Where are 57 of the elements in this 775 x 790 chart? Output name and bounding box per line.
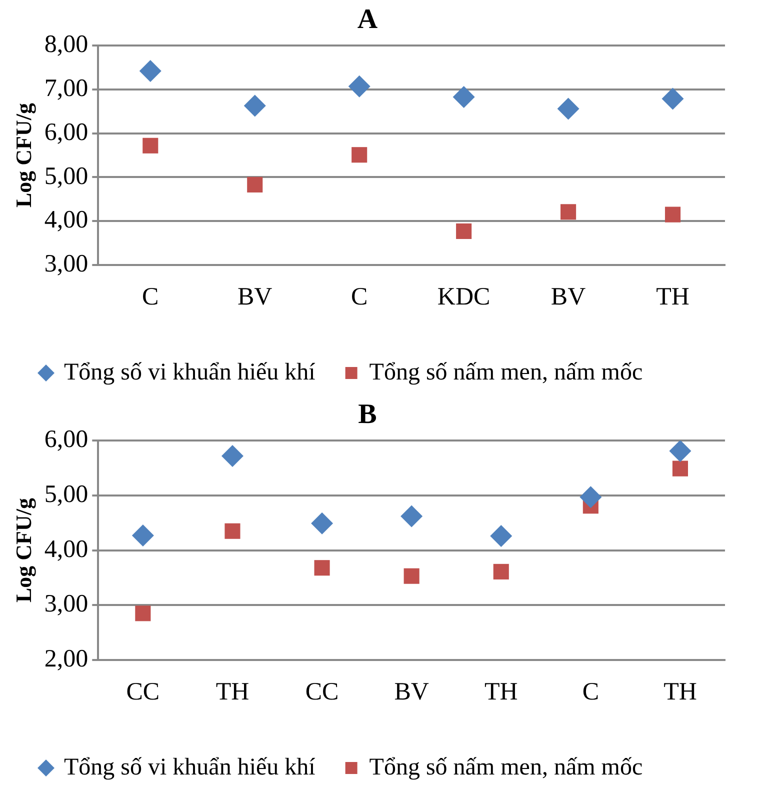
y-tick-label: 7,00	[44, 75, 88, 102]
point	[490, 525, 512, 548]
y-axis-title: Log CFU/g	[10, 498, 36, 603]
legend-label: Tổng số nấm men, nấm mốc	[369, 359, 643, 386]
point	[132, 524, 154, 546]
x-tick-label: C	[142, 284, 159, 311]
chart-title: A	[357, 4, 378, 36]
point	[452, 86, 475, 108]
point	[135, 606, 151, 622]
point	[142, 138, 158, 154]
point	[662, 88, 684, 110]
y-tick-label: 3,00	[44, 250, 88, 278]
x-tick-label: KDC	[437, 284, 490, 311]
x-tick-label: BV	[394, 678, 429, 706]
point	[672, 460, 688, 476]
x-tick-label: TH	[216, 678, 250, 706]
x-tick-label: C	[350, 284, 368, 311]
point	[580, 486, 602, 508]
point	[664, 206, 681, 222]
point	[247, 176, 263, 192]
legend-label: Tổng số vi khuẩn hiếu khí	[64, 754, 316, 780]
y-tick-label: 5,00	[44, 162, 88, 190]
point	[244, 94, 266, 117]
point	[314, 560, 330, 576]
x-tick-label: TH	[484, 678, 518, 706]
legend-label: Tổng số vi khuẩn hiếu khí	[64, 359, 316, 386]
point	[221, 444, 244, 467]
x-tick-label: C	[582, 678, 600, 706]
point	[404, 568, 420, 584]
x-tick-label: TH	[664, 678, 697, 706]
legend-label: Tổng số nấm men, nấm mốc	[369, 754, 643, 780]
point	[557, 98, 580, 120]
y-tick-label: 5,00	[44, 481, 88, 508]
y-tick-label: 6,00	[44, 426, 88, 454]
point	[456, 223, 472, 239]
point	[669, 440, 692, 462]
y-axis-title: Log CFU/g	[10, 103, 36, 208]
x-tick-label: BV	[237, 284, 272, 311]
x-tick-label: TH	[656, 284, 690, 311]
point	[352, 147, 368, 163]
point	[139, 60, 162, 82]
y-tick-label: 4,00	[44, 206, 88, 234]
point	[560, 204, 576, 220]
chart-title: B	[358, 399, 377, 430]
point	[348, 75, 370, 98]
y-tick-label: 8,00	[44, 31, 88, 58]
point	[311, 512, 334, 534]
x-tick-label: CC	[126, 678, 160, 706]
x-tick-label: BV	[550, 284, 586, 311]
point	[224, 523, 240, 539]
point	[493, 564, 509, 580]
x-tick-label: CC	[305, 678, 339, 706]
point	[400, 505, 423, 528]
y-tick-label: 2,00	[44, 646, 88, 673]
y-tick-label: 3,00	[44, 590, 88, 618]
y-tick-label: 6,00	[44, 118, 88, 146]
y-tick-label: 4,00	[44, 536, 88, 563]
